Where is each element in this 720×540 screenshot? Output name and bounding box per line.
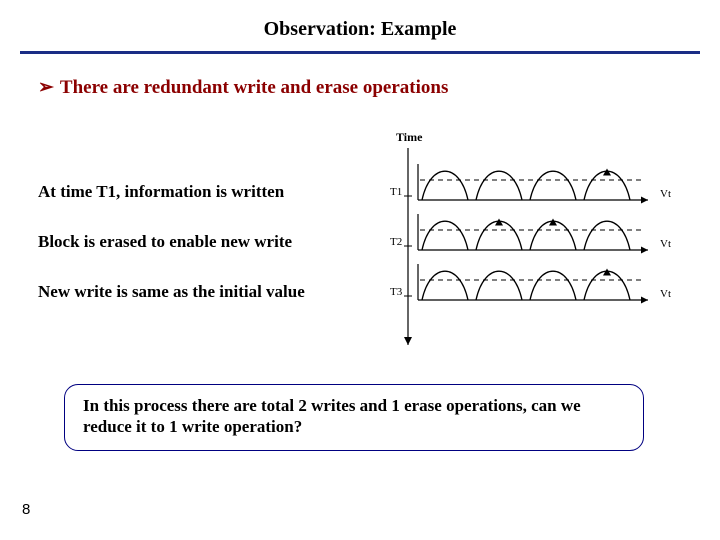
callout-box: In this process there are total 2 writes… bbox=[64, 384, 644, 451]
bullet-line: ➢ There are redundant write and erase ope… bbox=[38, 76, 720, 99]
diagram-svg bbox=[38, 130, 688, 360]
page-number: 8 bbox=[22, 501, 30, 518]
title-rule bbox=[20, 51, 700, 54]
diagram-area: Time At time T1, information is written … bbox=[38, 130, 688, 360]
bullet-text: There are redundant write and erase oper… bbox=[60, 77, 448, 98]
slide-title: Observation: Example bbox=[0, 0, 720, 41]
bullet-marker: ➢ bbox=[38, 77, 54, 98]
